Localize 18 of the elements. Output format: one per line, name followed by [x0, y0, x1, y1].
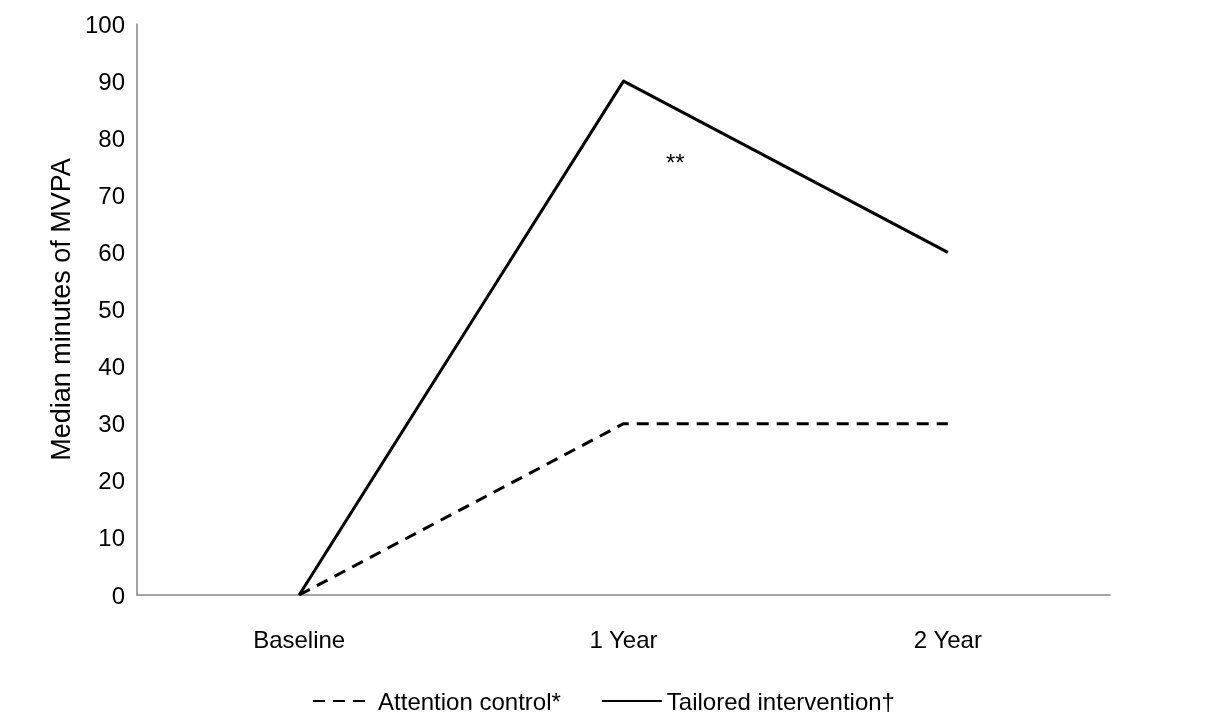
- y-tick-label: 90: [98, 67, 125, 95]
- y-tick-label: 40: [98, 353, 125, 381]
- x-tick-label: 1 Year: [589, 625, 658, 653]
- x-tick-label: Baseline: [253, 625, 346, 653]
- y-tick-label: 30: [98, 410, 125, 438]
- y-tick-label: 0: [111, 581, 125, 609]
- annotation: **: [666, 148, 685, 176]
- y-tick-label: 50: [98, 296, 125, 323]
- y-axis-title: Median minutes of MVPA: [45, 158, 76, 461]
- y-tick-label: 80: [98, 124, 125, 152]
- y-tick-label: 10: [98, 524, 125, 552]
- y-tick-label: 100: [84, 10, 125, 38]
- legend-label: Tailored intervention†: [666, 687, 895, 715]
- legend-label: Attention control*: [378, 687, 561, 715]
- y-tick-label: 60: [98, 238, 125, 266]
- x-tick-label: 2 Year: [913, 625, 982, 653]
- y-tick-label: 70: [98, 181, 125, 209]
- y-tick-label: 20: [98, 467, 125, 495]
